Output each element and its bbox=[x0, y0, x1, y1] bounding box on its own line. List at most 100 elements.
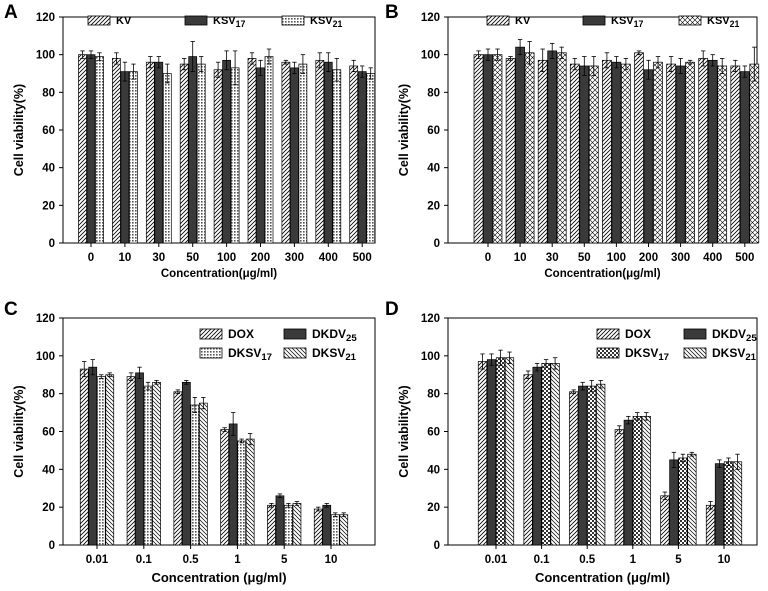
y-tick-label: 0 bbox=[434, 540, 440, 552]
bar bbox=[126, 376, 136, 546]
bar bbox=[685, 61, 695, 244]
bar bbox=[730, 65, 741, 244]
y-tick-label: 20 bbox=[427, 200, 440, 212]
bar bbox=[707, 59, 718, 244]
y-tick-label: 100 bbox=[36, 50, 55, 62]
legend-swatch bbox=[486, 15, 510, 26]
x-tick-label: 500 bbox=[735, 252, 754, 264]
x-tick-label: 0.1 bbox=[534, 554, 551, 566]
legend-label-text: DKSV bbox=[312, 346, 345, 360]
legend-label-text: KSV bbox=[213, 15, 236, 27]
bar bbox=[588, 65, 599, 244]
x-tick-label: 50 bbox=[186, 252, 199, 264]
x-tick-label: 200 bbox=[639, 252, 658, 264]
legend-label: KSV21 bbox=[707, 15, 740, 29]
legend-label-subscript: 21 bbox=[333, 19, 343, 29]
bar bbox=[220, 429, 229, 546]
legend-label: DKDV25 bbox=[712, 327, 757, 344]
bar bbox=[120, 71, 130, 244]
legend-swatch bbox=[283, 328, 307, 340]
bar bbox=[96, 376, 106, 546]
legend-label-subscript: 25 bbox=[746, 333, 757, 344]
x-tick-label: 30 bbox=[546, 252, 559, 264]
bar bbox=[523, 374, 533, 546]
bar bbox=[717, 65, 728, 244]
bar bbox=[190, 404, 200, 546]
bar bbox=[213, 69, 223, 244]
bar bbox=[495, 357, 506, 546]
legend-label-subscript: 21 bbox=[745, 352, 756, 363]
bar bbox=[578, 385, 588, 546]
bar bbox=[515, 46, 525, 244]
x-tick-label: 400 bbox=[319, 252, 338, 264]
legend-label: KSV17 bbox=[611, 15, 644, 29]
bar bbox=[247, 58, 257, 244]
legend-label-text: DKSV bbox=[712, 346, 745, 360]
panel-letter: B bbox=[385, 2, 399, 23]
bar bbox=[152, 381, 161, 546]
bar bbox=[339, 514, 349, 546]
x-tick-label: 0.1 bbox=[136, 554, 153, 566]
bar bbox=[112, 58, 121, 244]
bar bbox=[623, 419, 633, 546]
bar bbox=[88, 366, 98, 546]
bar bbox=[267, 504, 276, 546]
bar bbox=[323, 61, 333, 244]
legend-label-text: KV bbox=[116, 15, 132, 27]
bar bbox=[587, 385, 597, 546]
y-tick-label: 80 bbox=[427, 389, 440, 401]
y-tick-label: 120 bbox=[421, 12, 440, 24]
bar bbox=[298, 63, 308, 244]
y-axis-title: Cell viability(%) bbox=[12, 84, 26, 176]
bar bbox=[349, 65, 359, 244]
y-tick-label: 20 bbox=[42, 200, 55, 212]
bar bbox=[199, 402, 208, 546]
bar bbox=[366, 73, 376, 244]
x-tick-label: 300 bbox=[671, 252, 690, 264]
y-tick-label: 80 bbox=[42, 389, 55, 401]
legend-label-subscript: 25 bbox=[346, 333, 357, 344]
panel-letter: D bbox=[385, 299, 399, 320]
bar bbox=[315, 59, 325, 244]
panel-c: C 0 20 40 60 80 100 120 Cell viability(%) 0.01 0.1… bbox=[4, 299, 376, 585]
bar bbox=[145, 61, 155, 244]
bar bbox=[634, 52, 644, 244]
x-axis-title: Concentration (μg/ml) bbox=[151, 570, 286, 585]
legend-swatch bbox=[283, 347, 307, 359]
bar bbox=[188, 56, 198, 244]
bar bbox=[143, 385, 153, 546]
y-axis-title: Cell viability(%) bbox=[397, 385, 411, 477]
legend-label: KV bbox=[515, 15, 531, 27]
y-tick-label: 40 bbox=[427, 163, 440, 175]
y-tick-label: 100 bbox=[421, 50, 440, 62]
x-axis-title: Concentration(μg/ml) bbox=[544, 268, 660, 280]
panel-b: B 0 20 40 60 80 100 120 Cell viability(%) 0 10 30 50… bbox=[385, 2, 760, 280]
bar bbox=[698, 58, 709, 244]
legend-label-text: DOX bbox=[625, 327, 651, 341]
legend-label-text: DOX bbox=[228, 327, 254, 341]
legend-label-text: KV bbox=[515, 15, 531, 27]
bar bbox=[313, 508, 323, 546]
legend-swatch bbox=[281, 15, 305, 26]
bar bbox=[105, 374, 115, 546]
bar bbox=[486, 359, 497, 546]
legend-label-subscript: 17 bbox=[261, 352, 272, 363]
y-tick-label: 20 bbox=[42, 502, 55, 514]
bar bbox=[196, 63, 206, 244]
legend-label: DOX bbox=[625, 327, 651, 341]
x-tick-label: 10 bbox=[718, 554, 731, 566]
bar bbox=[290, 67, 299, 244]
x-tick-label: 1 bbox=[630, 554, 637, 566]
bar bbox=[256, 67, 265, 244]
legend-swatch bbox=[582, 15, 606, 26]
legend-swatch bbox=[199, 328, 223, 340]
bar bbox=[687, 453, 697, 546]
bar bbox=[739, 71, 750, 244]
legend-label: DKSV21 bbox=[312, 346, 357, 363]
bar bbox=[749, 63, 760, 244]
y-tick-label: 80 bbox=[42, 87, 55, 99]
bar bbox=[532, 366, 542, 546]
x-tick-label: 0 bbox=[88, 252, 94, 264]
y-tick-label: 60 bbox=[427, 427, 440, 439]
bar bbox=[732, 461, 743, 546]
